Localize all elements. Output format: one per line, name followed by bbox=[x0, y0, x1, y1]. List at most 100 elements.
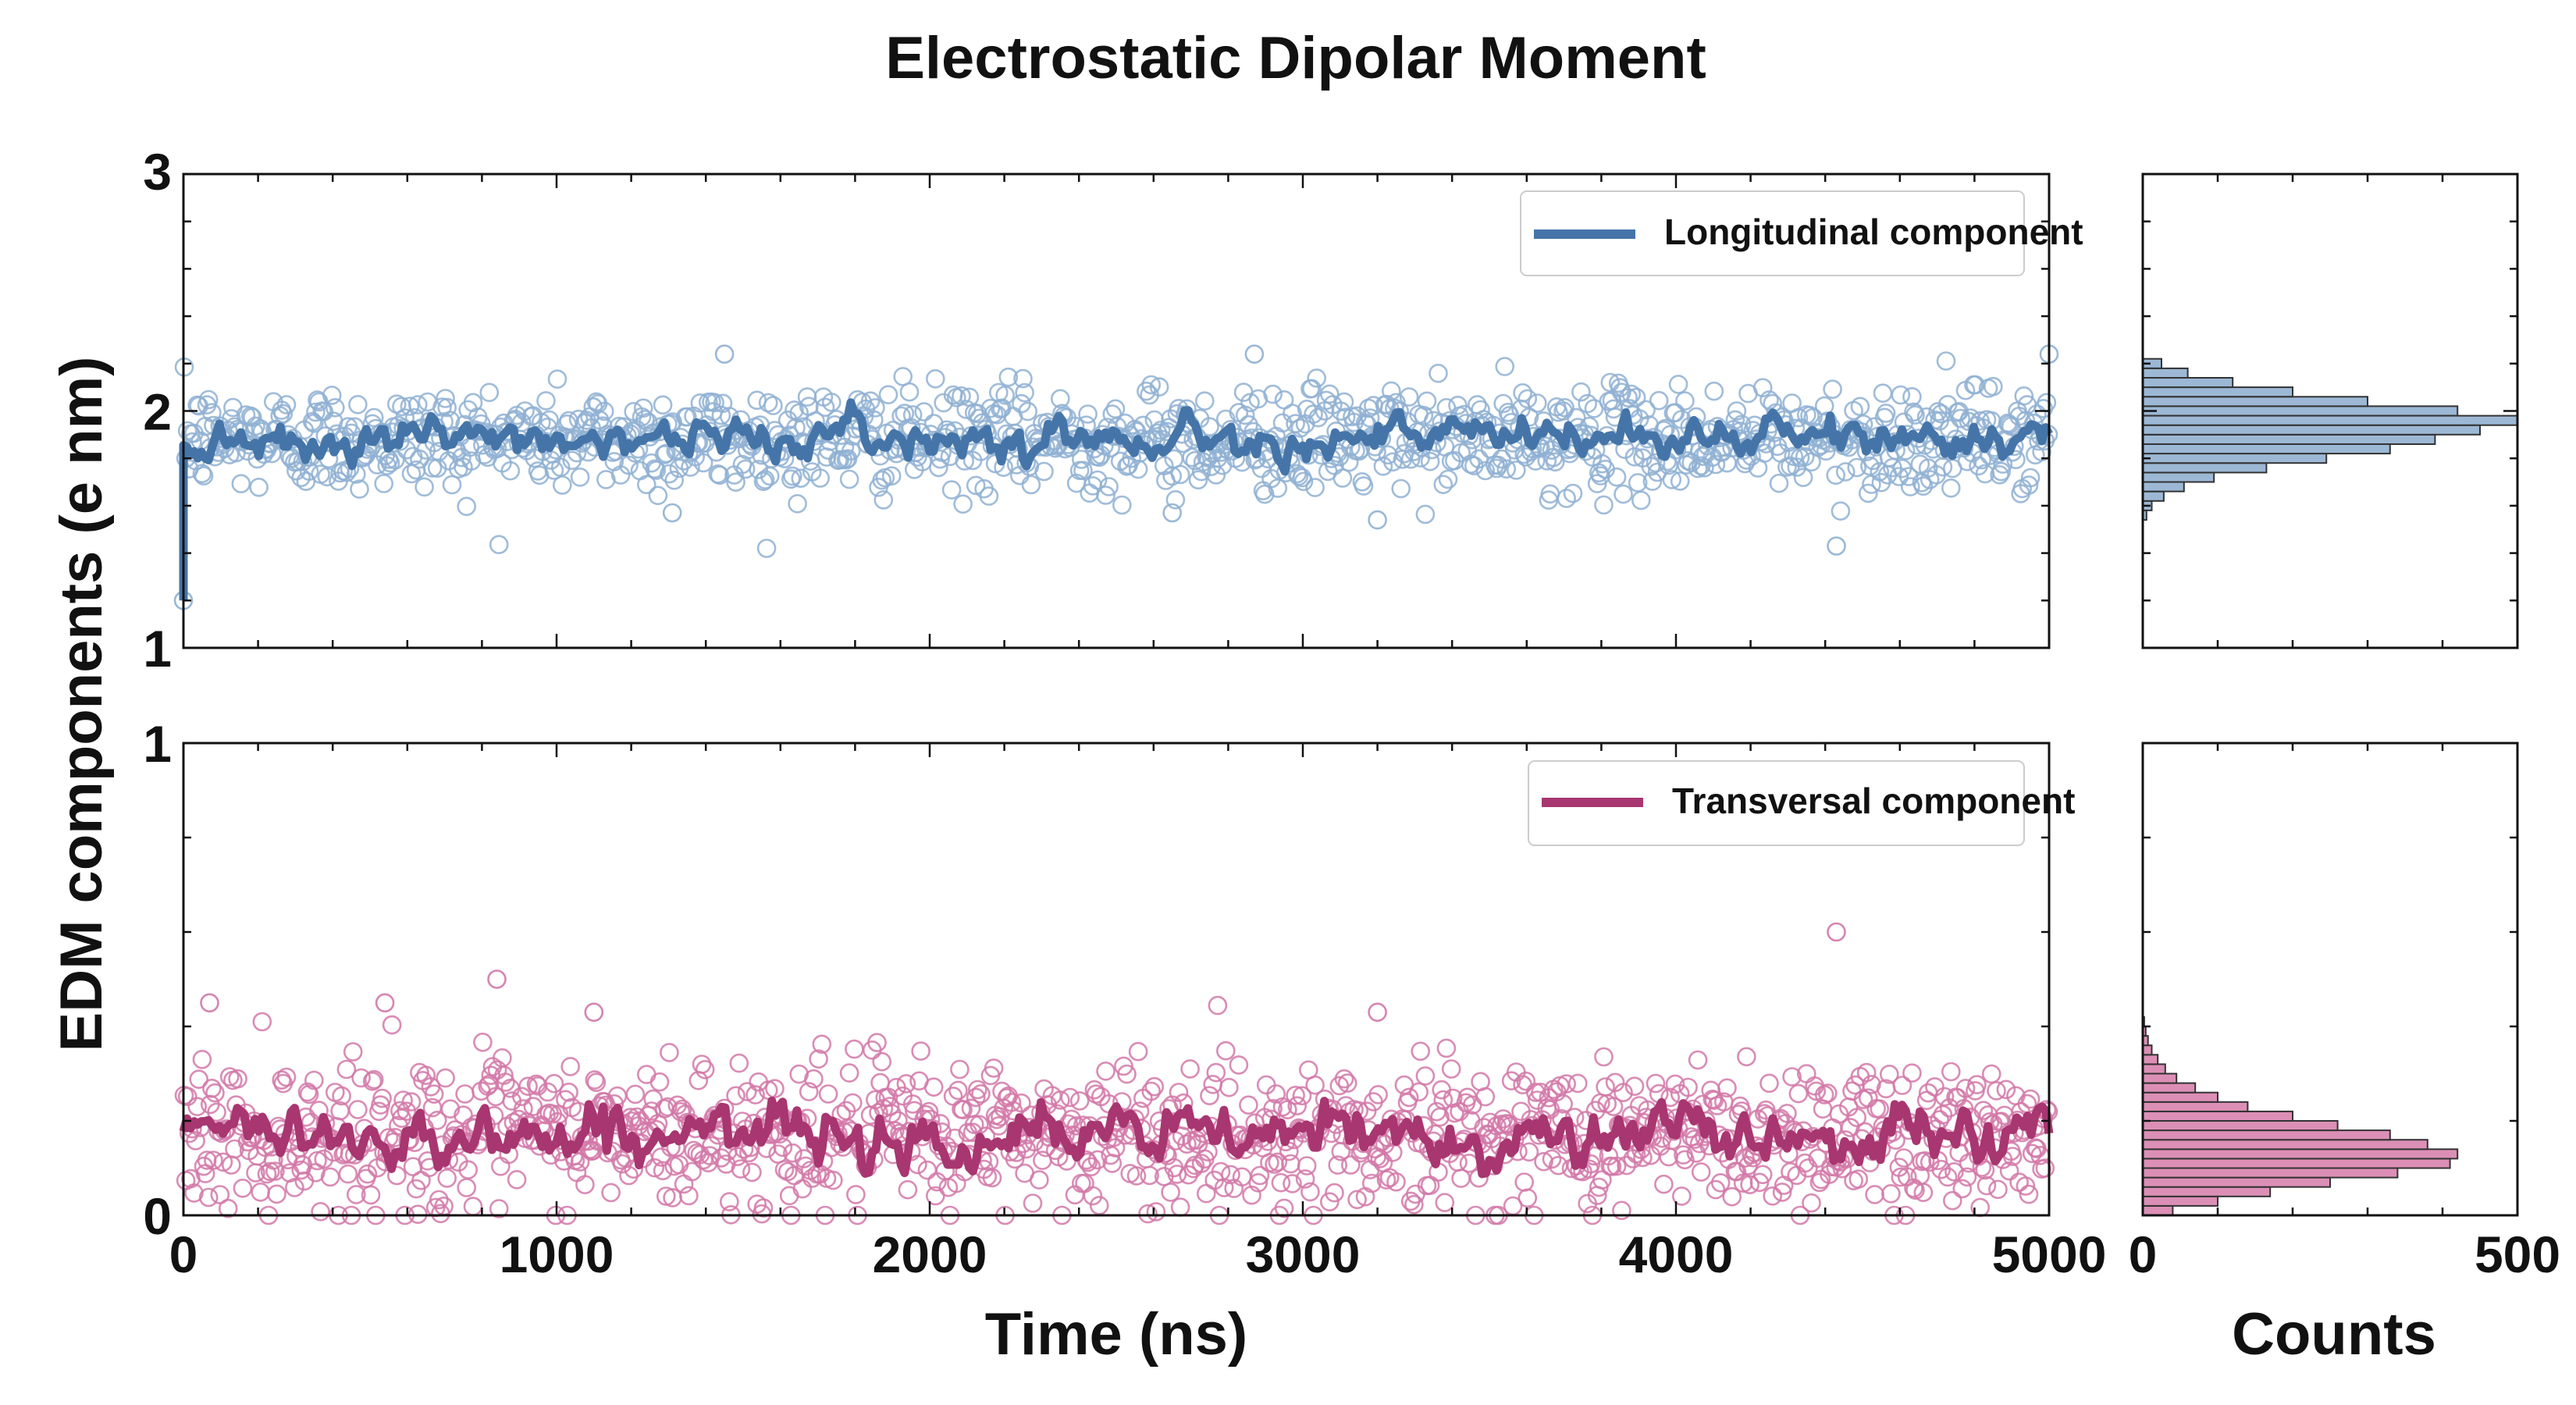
data-point bbox=[186, 1131, 205, 1151]
data-point bbox=[306, 402, 326, 422]
data-point bbox=[1332, 468, 1353, 488]
data-point bbox=[1185, 450, 1205, 471]
data-point bbox=[1525, 1083, 1546, 1102]
data-point bbox=[1653, 1129, 1672, 1148]
data-point bbox=[385, 450, 405, 470]
data-point bbox=[682, 1161, 702, 1182]
data-point bbox=[636, 475, 656, 495]
data-point bbox=[393, 1090, 413, 1110]
data-point bbox=[1066, 1116, 1087, 1136]
data-point bbox=[204, 1151, 223, 1170]
data-point bbox=[841, 441, 861, 461]
data-point bbox=[1297, 1156, 1317, 1176]
y-tick-label: 0 bbox=[143, 1187, 172, 1245]
data-point bbox=[1034, 461, 1054, 482]
data-point bbox=[930, 449, 950, 469]
histogram-bar bbox=[2142, 1195, 2218, 1207]
data-point bbox=[1435, 1193, 1455, 1212]
data-point bbox=[2020, 1089, 2041, 1109]
data-point bbox=[812, 1034, 832, 1055]
data-point bbox=[1823, 379, 1842, 400]
data-point bbox=[1656, 418, 1675, 439]
data-point bbox=[457, 1178, 477, 1197]
histogram-bar bbox=[2142, 1148, 2459, 1160]
running-average-line bbox=[179, 1097, 2054, 1179]
data-point bbox=[1628, 473, 1648, 493]
outlier-point bbox=[200, 993, 219, 1013]
data-point bbox=[1399, 1087, 1419, 1108]
histogram-bar bbox=[2142, 453, 2328, 464]
data-point bbox=[372, 1088, 392, 1108]
x-axis-label: Time (ns) bbox=[985, 1301, 1247, 1368]
data-point bbox=[219, 1067, 240, 1087]
x-tick-label: 3000 bbox=[1246, 1225, 1361, 1283]
data-point bbox=[479, 382, 500, 403]
longitudinal-legend-label: Longitudinal component bbox=[1664, 212, 2083, 252]
data-point bbox=[649, 1072, 670, 1092]
data-point bbox=[952, 386, 971, 406]
outlier-point bbox=[1827, 922, 1846, 942]
data-point bbox=[747, 390, 767, 411]
data-point bbox=[177, 1087, 197, 1107]
data-point bbox=[1198, 1142, 1218, 1161]
data-point bbox=[945, 1128, 965, 1148]
histogram-bar bbox=[2142, 1054, 2159, 1065]
data-point bbox=[773, 1137, 793, 1158]
data-point bbox=[285, 1178, 304, 1197]
transversal-legend-label: Transversal component bbox=[1672, 781, 2075, 821]
data-point bbox=[729, 1053, 749, 1073]
data-point bbox=[1373, 456, 1393, 476]
data-point bbox=[1219, 1077, 1239, 1097]
data-point bbox=[233, 1179, 253, 1198]
data-point bbox=[2037, 393, 2057, 413]
data-point bbox=[1654, 1174, 1674, 1194]
data-point bbox=[252, 1012, 272, 1032]
data-point bbox=[397, 439, 417, 460]
data-point bbox=[1665, 1074, 1685, 1094]
outlier-point bbox=[662, 503, 682, 523]
data-point bbox=[639, 412, 658, 432]
data-point bbox=[1151, 420, 1171, 440]
data-point bbox=[297, 1082, 318, 1102]
data-point bbox=[677, 407, 697, 427]
data-point bbox=[1731, 414, 1752, 435]
data-point bbox=[692, 1055, 712, 1074]
data-point bbox=[1073, 461, 1093, 481]
data-point bbox=[251, 1183, 271, 1202]
data-point bbox=[273, 404, 294, 424]
histogram-bar bbox=[2142, 1129, 2391, 1141]
data-point bbox=[1928, 402, 1948, 422]
data-point bbox=[1170, 1197, 1190, 1217]
data-point bbox=[1492, 449, 1511, 469]
data-point bbox=[1495, 357, 1514, 376]
histogram-bar bbox=[2142, 1082, 2197, 1094]
data-point bbox=[1847, 457, 1866, 478]
data-point bbox=[314, 1149, 334, 1169]
data-point bbox=[1386, 1172, 1406, 1192]
data-point bbox=[1062, 1109, 1082, 1129]
data-point bbox=[1902, 386, 1922, 407]
data-point bbox=[440, 411, 461, 431]
chart-title: Electrostatic Dipolar Moment bbox=[885, 25, 1706, 91]
data-point bbox=[982, 1168, 1002, 1188]
data-point bbox=[314, 401, 334, 422]
histogram-bar bbox=[2142, 386, 2293, 398]
data-point bbox=[1889, 467, 1909, 486]
data-point bbox=[427, 1111, 447, 1130]
data-point bbox=[1283, 1174, 1302, 1193]
data-point bbox=[1021, 475, 1041, 495]
y-tick-label: 3 bbox=[143, 143, 172, 201]
data-point bbox=[625, 1084, 646, 1104]
data-point bbox=[753, 1198, 774, 1218]
bottom-panel-frame bbox=[182, 742, 2051, 1217]
data-point bbox=[1320, 1192, 1340, 1211]
data-point bbox=[1557, 489, 1576, 508]
data-point bbox=[507, 1170, 527, 1190]
data-point bbox=[351, 1068, 371, 1088]
data-point bbox=[1892, 1076, 1912, 1095]
data-point bbox=[496, 1072, 515, 1092]
data-point bbox=[1475, 1087, 1496, 1107]
data-point bbox=[249, 477, 269, 497]
data-point bbox=[1835, 462, 1856, 482]
data-point bbox=[1051, 1090, 1070, 1110]
